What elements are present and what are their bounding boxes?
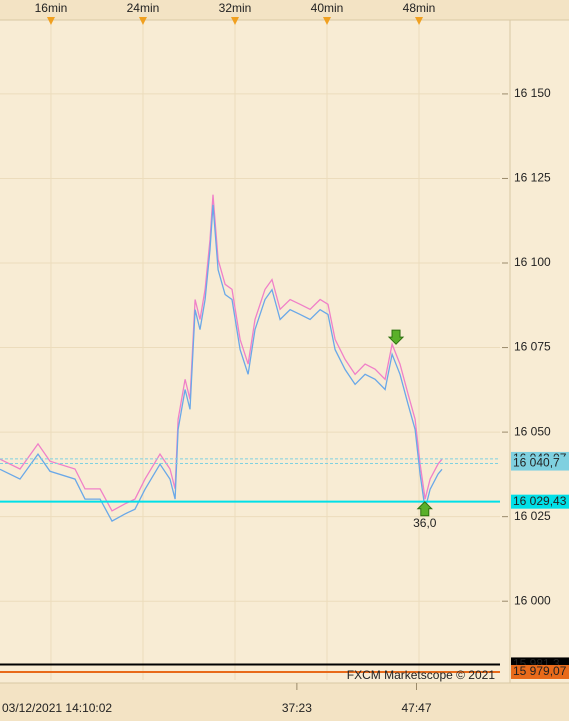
x-tick-marker bbox=[415, 17, 424, 25]
level-label-box bbox=[511, 456, 569, 471]
y-tick-label: 16 025 bbox=[514, 509, 551, 523]
x-tick-label: 40min bbox=[311, 1, 344, 15]
level-label-box bbox=[511, 664, 569, 679]
x-tick-label: 32min bbox=[219, 1, 252, 15]
y-tick-label: 16 150 bbox=[514, 86, 551, 100]
signal-label: 36,0 bbox=[413, 516, 437, 530]
x-tick-label: 24min bbox=[127, 1, 160, 15]
x-tick-marker bbox=[323, 17, 332, 25]
bottom-axis-bar bbox=[0, 683, 569, 721]
y-tick-label: 16 100 bbox=[514, 255, 551, 269]
x-tick-label: 48min bbox=[403, 1, 436, 15]
price-line bbox=[0, 204, 443, 522]
signal-arrow bbox=[387, 329, 405, 345]
y-tick-label: 16 050 bbox=[514, 424, 551, 438]
date-label: 03/12/2021 14:10:02 bbox=[2, 701, 112, 715]
x-tick-label: 16min bbox=[35, 1, 68, 15]
level-label: 16 029,43 bbox=[513, 494, 567, 508]
x-tick-marker bbox=[138, 17, 147, 25]
level-label: 15 979,07 bbox=[513, 664, 567, 678]
top-axis-bar bbox=[0, 0, 569, 20]
x-tick-marker bbox=[46, 17, 55, 25]
y-tick-label: 16 125 bbox=[514, 171, 551, 185]
x-tick-marker bbox=[230, 17, 239, 25]
y-tick-label: 16 000 bbox=[514, 593, 551, 607]
x-tick-label: 37:23 bbox=[282, 701, 312, 715]
x-tick-label: 47:47 bbox=[401, 701, 431, 715]
signal-arrow bbox=[416, 501, 433, 517]
level-label-box bbox=[511, 494, 569, 509]
level-label: 16 040,7 bbox=[513, 456, 560, 470]
y-tick-label: 16 075 bbox=[514, 340, 551, 354]
watermark: FXCM Marketscope © 2021 bbox=[347, 668, 496, 682]
